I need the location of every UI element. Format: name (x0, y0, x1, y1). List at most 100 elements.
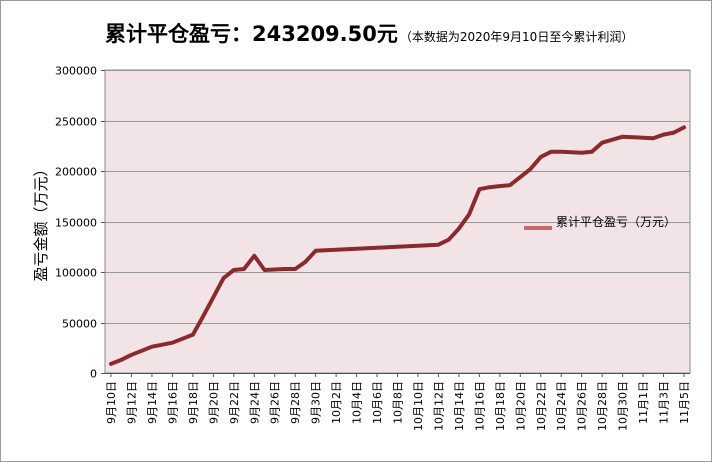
x-tick-label: 9月26日 (269, 381, 282, 424)
data-point (600, 141, 604, 145)
data-point (488, 185, 492, 189)
x-tick-label: 10月2日 (330, 381, 343, 424)
x-tick-label: 10月24日 (555, 381, 568, 431)
data-point (631, 135, 635, 139)
data-point (406, 244, 410, 248)
data-point (170, 341, 174, 345)
data-point (590, 150, 594, 154)
x-tick-label: 10月30日 (617, 381, 630, 431)
data-point (314, 249, 318, 253)
data-point (396, 245, 400, 249)
y-tick-label: 100000 (55, 267, 97, 280)
x-tick-label: 10月26日 (576, 381, 589, 431)
data-point (508, 183, 512, 187)
x-tick-label: 11月3日 (658, 381, 671, 424)
data-point (191, 333, 195, 337)
x-tick-label: 10月20日 (514, 381, 527, 431)
chart-title-note: （本数据为2020年9月10日至今累计利润） (399, 30, 634, 44)
data-point (263, 268, 267, 272)
data-point (119, 358, 123, 362)
x-tick-label: 9月12日 (125, 381, 138, 424)
y-axis-title: 盈亏金额（万元） (32, 161, 50, 281)
y-tick-label: 150000 (55, 217, 97, 230)
data-point (130, 353, 134, 357)
x-tick-label: 9月24日 (248, 381, 261, 424)
x-tick-label: 9月16日 (166, 381, 179, 424)
data-point (109, 362, 113, 366)
data-point (416, 244, 420, 248)
data-point (324, 248, 328, 252)
x-tick-label: 11月1日 (637, 381, 650, 424)
data-point (334, 248, 338, 252)
x-tick-label: 10月28日 (596, 381, 609, 431)
x-tick-label: 9月18日 (187, 381, 200, 424)
data-point (610, 138, 614, 142)
data-point (365, 246, 369, 250)
data-point (457, 227, 461, 231)
data-point (651, 136, 655, 140)
data-point (467, 212, 471, 216)
x-tick-label: 10月16日 (473, 381, 486, 431)
data-point (293, 267, 297, 271)
data-point (569, 150, 573, 154)
data-point (529, 167, 533, 171)
x-tick-label: 10月10日 (412, 381, 425, 431)
x-tick-label: 10月6日 (371, 381, 384, 424)
data-point (518, 175, 522, 179)
x-tick-label: 9月20日 (207, 381, 220, 424)
x-tick-label: 9月14日 (146, 381, 159, 424)
data-point (181, 337, 185, 341)
data-point (559, 150, 563, 154)
data-point (303, 260, 307, 264)
data-point (201, 314, 205, 318)
data-point (549, 150, 553, 154)
x-tick-label: 11月5日 (678, 381, 691, 424)
x-tick-label: 9月10日 (105, 381, 118, 424)
x-tick-label: 9月28日 (289, 381, 302, 424)
data-point (344, 247, 348, 251)
y-tick-label: 0 (90, 368, 97, 381)
data-point (477, 187, 481, 191)
data-point (375, 246, 379, 250)
data-point (273, 268, 277, 272)
data-point (150, 345, 154, 349)
data-point (641, 136, 645, 140)
data-point (436, 243, 440, 247)
x-tick-label: 10月22日 (535, 381, 548, 431)
plot-area (104, 69, 691, 374)
data-point (621, 135, 625, 139)
data-point (580, 151, 584, 155)
chart-title: 累计平仓盈亏：243209.50元 （本数据为2020年9月10日至今累计利润） (105, 18, 633, 48)
data-point (682, 125, 686, 129)
y-tick-label: 300000 (55, 65, 97, 78)
data-point (242, 267, 246, 271)
x-tick-label: 10月4日 (351, 381, 364, 424)
x-tick-label: 10月14日 (453, 381, 466, 431)
data-point (498, 184, 502, 188)
x-tick-label: 9月30日 (310, 381, 323, 424)
y-tick-label: 50000 (62, 318, 97, 331)
data-point (283, 267, 287, 271)
data-point (211, 295, 215, 299)
legend-label: 累计平仓盈亏（万元） (556, 215, 676, 229)
data-point (355, 247, 359, 251)
chart-title-main: 累计平仓盈亏：243209.50元 (105, 22, 398, 46)
data-point (222, 276, 226, 280)
x-tick-label: 10月8日 (392, 381, 405, 424)
data-point (140, 349, 144, 353)
x-tick-label: 10月18日 (494, 381, 507, 431)
data-point (662, 133, 666, 137)
y-tick-label: 200000 (55, 166, 97, 179)
data-point (672, 131, 676, 135)
data-point (252, 254, 256, 258)
data-point (232, 268, 236, 272)
series-line (109, 125, 686, 366)
data-point (539, 155, 543, 159)
data-point (426, 243, 430, 247)
y-tick-label: 250000 (55, 116, 97, 129)
x-tick-label: 10月12日 (432, 381, 445, 431)
data-point (160, 343, 164, 347)
data-point (447, 238, 451, 242)
data-point (385, 245, 389, 249)
